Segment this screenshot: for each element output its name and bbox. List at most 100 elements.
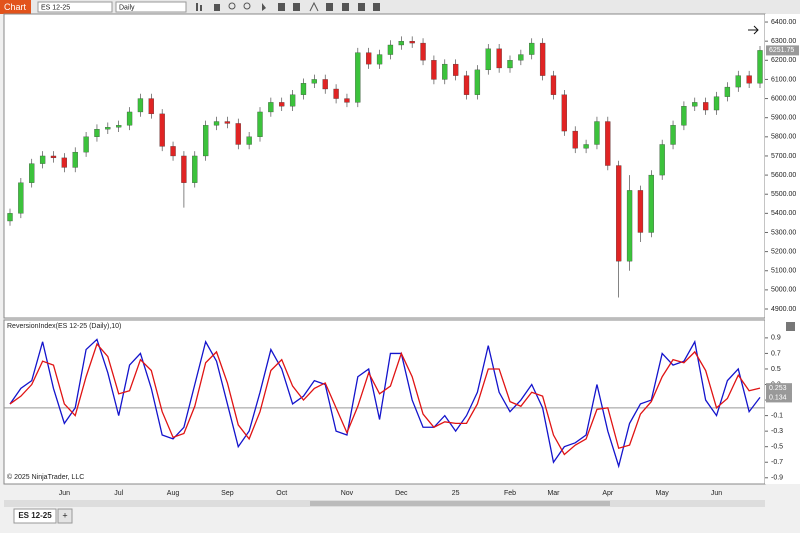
candle-body [507,60,513,69]
candle-body [757,50,763,84]
y-tick-label: 4900.00 [771,306,796,313]
y-tick-label: 6000.00 [771,95,796,102]
indicator-line [9,338,761,469]
y-tick-label: 0.7 [771,350,781,357]
x-tick-label: Dec [395,490,408,497]
instrument-select[interactable] [37,1,113,13]
y-tick-label: 6400.00 [771,19,796,26]
y-tick-label: -0.1 [771,412,783,419]
candle-body [735,75,741,88]
y-tick-label: 0.9 [771,335,781,342]
value-axis [765,14,800,484]
candle-body [7,213,13,222]
chart-tab[interactable] [0,0,31,14]
candle-body [637,190,644,233]
candle-body [203,125,209,157]
value-box [766,383,792,394]
chart-tab-label: Chart [4,2,27,12]
y-tick-label: 5800.00 [771,134,796,141]
value-box-label: 0.134 [769,394,787,401]
candle-body [670,125,676,145]
candle-body [648,174,654,233]
y-tick-label: 6200.00 [771,57,796,64]
candle-body [181,155,187,183]
candle-body [518,54,524,61]
indicator-line [9,342,761,456]
candle-body [605,121,611,166]
candle-body [289,94,296,107]
candle-body [105,127,111,130]
last-price-label: 6251.75 [769,47,794,54]
y-tick-label: -0.7 [771,459,783,466]
copyright: © 2025 NinjaTrader, LLC [7,473,84,481]
indicator-title: ReversionIndex(ES 12-25 (Daily),10) [7,323,121,330]
instrument-tab[interactable] [13,508,57,524]
candle-body [539,42,546,76]
panel-button[interactable] [786,322,795,331]
candle-body [94,129,100,137]
y-tick-label: 5200.00 [771,248,796,255]
candle-body [409,41,415,44]
candle-body [692,102,698,107]
candle-body [224,121,231,124]
candle-body [344,98,350,103]
x-tick-label: Mar [547,490,560,497]
candle-body [453,63,459,76]
candle-body [681,106,687,126]
candle-body [572,130,578,149]
toolbar-icons[interactable] [196,1,380,12]
candle-body [724,86,731,97]
instrument-tab-label: ES 12-25 [18,511,52,520]
candle-body [268,102,274,113]
candle-body [148,98,154,115]
x-tick-label: Jun [59,490,70,497]
candle-body [72,151,78,168]
x-tick-label: Aug [167,490,180,497]
scrollbar-thumb[interactable] [310,501,610,506]
y-tick-label: 6300.00 [771,38,796,45]
y-tick-label: 5600.00 [771,172,796,179]
y-tick-label: -0.3 [771,428,783,435]
candle-body [746,75,752,84]
candle-body [126,111,133,126]
candle-body [420,42,426,61]
candle-body [474,69,481,95]
candle-body [387,44,394,55]
candle-body [713,96,720,111]
x-tick-label: May [656,490,670,497]
candle-body [159,113,165,147]
candle-body [485,48,491,71]
y-tick-label: 5400.00 [771,210,796,217]
x-tick-label: 25 [452,490,460,497]
y-tick-label: 5000.00 [771,287,796,294]
add-tab-label: + [62,510,67,520]
candle-body [170,146,176,157]
add-tab[interactable] [57,508,73,524]
y-tick-label: 5100.00 [771,268,796,275]
y-tick-label: 5900.00 [771,115,796,122]
candle-body [18,182,24,214]
x-tick-label: Nov [341,490,354,497]
y-tick-label: 5500.00 [771,191,796,198]
candle-body [300,83,307,95]
candle-body [29,163,35,183]
candle-body [398,41,404,46]
scroll-arrow[interactable] [748,25,759,35]
candle-body [442,63,448,80]
x-tick-label: Feb [504,490,516,497]
candle-body [594,121,600,145]
candle-body [496,48,502,69]
interval-select[interactable] [115,1,187,13]
indicator-panel [3,319,766,485]
y-tick-label: 6100.00 [771,76,796,83]
candle-body [322,79,328,90]
candle-body [583,144,589,149]
x-tick-label: Jul [114,490,123,497]
x-tick-label: Oct [276,490,287,497]
candle-body [257,111,263,137]
candle-body [213,121,220,126]
y-tick-label: 5700.00 [771,153,796,160]
candle-body [50,155,57,159]
